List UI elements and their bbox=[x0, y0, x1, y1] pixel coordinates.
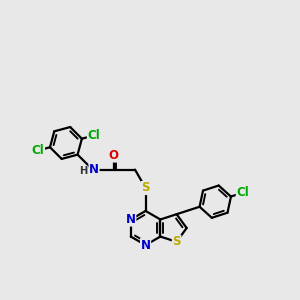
Text: S: S bbox=[172, 235, 181, 248]
Text: N: N bbox=[141, 238, 151, 252]
Text: O: O bbox=[109, 149, 119, 162]
Text: Cl: Cl bbox=[87, 129, 100, 142]
Text: H: H bbox=[79, 166, 87, 176]
Text: N: N bbox=[89, 163, 99, 176]
Text: Cl: Cl bbox=[236, 186, 249, 199]
Text: Cl: Cl bbox=[32, 144, 44, 157]
Text: S: S bbox=[141, 182, 150, 194]
Text: N: N bbox=[126, 213, 136, 226]
